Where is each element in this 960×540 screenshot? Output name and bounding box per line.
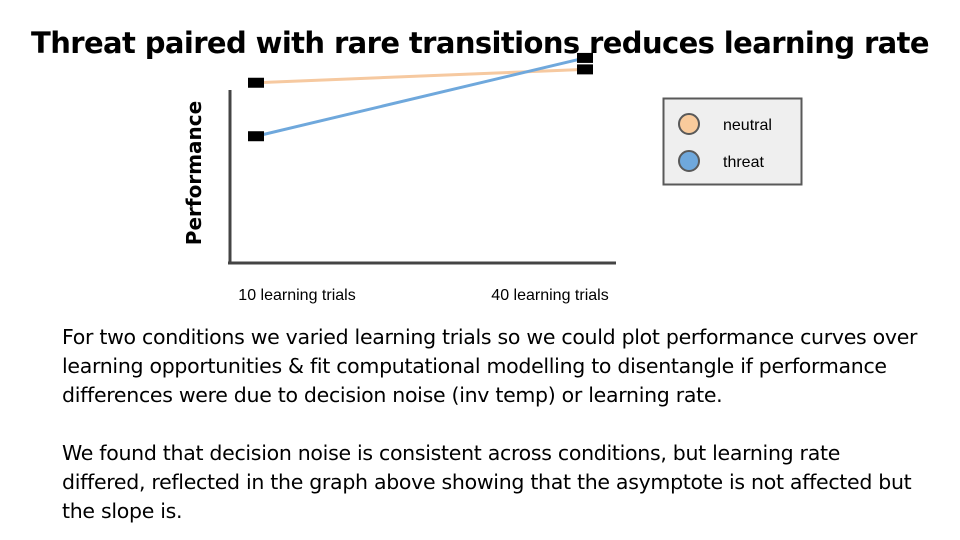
threat-series-line [255,56,586,138]
x-tick-label: 40 learning trials [491,287,608,304]
description-paragraph-2: We found that decision noise is consiste… [62,441,912,523]
legend: neutral threat [662,97,803,186]
threat-legend-marker [678,150,700,172]
legend-box [662,97,803,186]
neutral-point-2 [577,64,593,75]
data-point-markers [248,52,593,142]
threat-point-2 [577,52,593,63]
threat-legend-label: threat [723,154,764,171]
slide-title: Threat paired with rare transitions redu… [31,26,930,60]
series-lines [255,56,586,138]
threat-point-1 [248,131,264,142]
x-tick-label: 10 learning trials [238,287,355,304]
description-paragraph-1: For two conditions we varied learning tr… [62,325,918,407]
neutral-legend-marker [678,113,700,135]
neutral-series-line [255,67,586,85]
neutral-point-1 [248,77,264,88]
neutral-legend-label: neutral [723,117,772,134]
y-axis-label: Performance [182,101,206,245]
line-chart: Performance 10 learning trials 40 learnin… [182,52,803,304]
x-tick-labels: 10 learning trials 40 learning trials [238,287,608,304]
